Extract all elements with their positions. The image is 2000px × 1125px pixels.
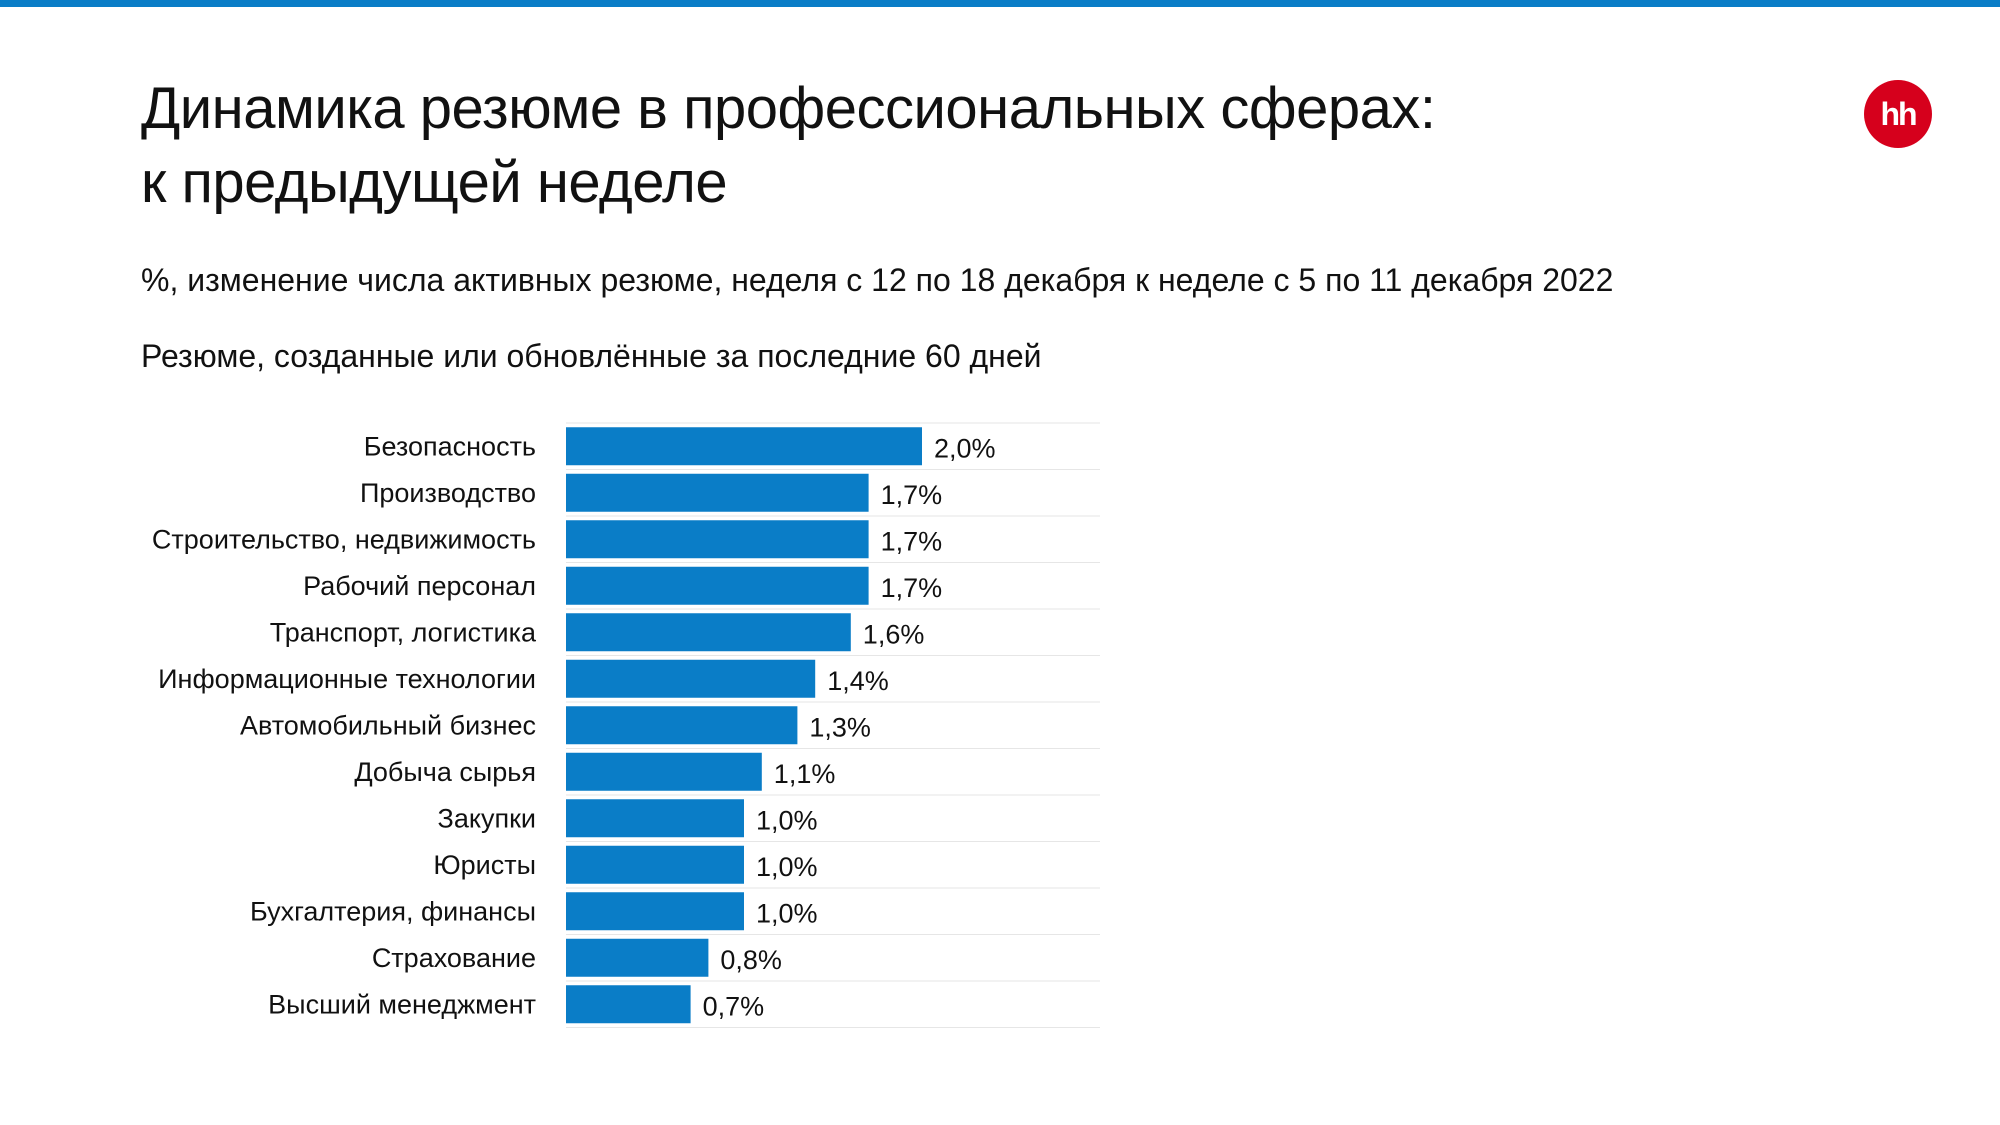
- category-label: Автомобильный бизнес: [240, 710, 536, 740]
- value-label: 1,4%: [827, 666, 889, 696]
- bar: [566, 892, 744, 931]
- bar: [566, 799, 744, 838]
- bar: [566, 985, 691, 1024]
- category-label: Страхование: [372, 943, 536, 973]
- value-label: 1,0%: [756, 898, 818, 928]
- logo-text: hh: [1880, 95, 1917, 132]
- bar: [566, 520, 869, 559]
- bar: [566, 938, 709, 977]
- bar: [566, 613, 851, 652]
- bar: [566, 566, 869, 605]
- value-label: 0,8%: [720, 945, 782, 975]
- category-label: Безопасность: [364, 431, 536, 461]
- category-label: Бухгалтерия, финансы: [250, 896, 536, 926]
- category-label: Информационные технологии: [158, 664, 536, 694]
- value-label: 1,7%: [881, 573, 943, 603]
- category-label: Строительство, недвижимость: [152, 524, 536, 554]
- bar: [566, 427, 922, 466]
- chart-subtitle: %, изменение числа активных резюме, неде…: [141, 262, 1614, 298]
- bar: [566, 473, 869, 512]
- category-label: Высший менеджмент: [268, 989, 536, 1019]
- bar: [566, 659, 816, 698]
- page-title: Динамика резюме в профессиональных сфера…: [141, 72, 1741, 220]
- value-label: 1,7%: [881, 480, 943, 510]
- value-label: 1,1%: [774, 759, 836, 789]
- value-label: 1,6%: [863, 619, 925, 649]
- value-label: 2,0%: [934, 433, 996, 463]
- category-label: Рабочий персонал: [303, 571, 536, 601]
- hh-logo-icon: hh: [1864, 80, 1932, 148]
- value-label: 0,7%: [703, 991, 765, 1021]
- category-label: Транспорт, логистика: [270, 617, 537, 647]
- chart-caption: Резюме, созданные или обновлённые за пос…: [141, 338, 1042, 374]
- bar: [566, 752, 762, 791]
- value-label: 1,0%: [756, 805, 818, 835]
- category-label: Юристы: [433, 850, 536, 880]
- top-accent-bar: [0, 0, 2000, 7]
- value-label: 1,0%: [756, 852, 818, 882]
- category-label: Производство: [360, 478, 536, 508]
- bar: [566, 845, 744, 884]
- category-label: Добыча сырья: [354, 757, 536, 787]
- value-label: 1,3%: [809, 712, 871, 742]
- title-line-1: Динамика резюме в профессиональных сфера…: [141, 76, 1436, 141]
- value-label: 1,7%: [881, 526, 943, 556]
- bar: [566, 706, 798, 745]
- title-line-2: к предыдущей неделе: [141, 150, 728, 215]
- category-label: Закупки: [438, 803, 536, 833]
